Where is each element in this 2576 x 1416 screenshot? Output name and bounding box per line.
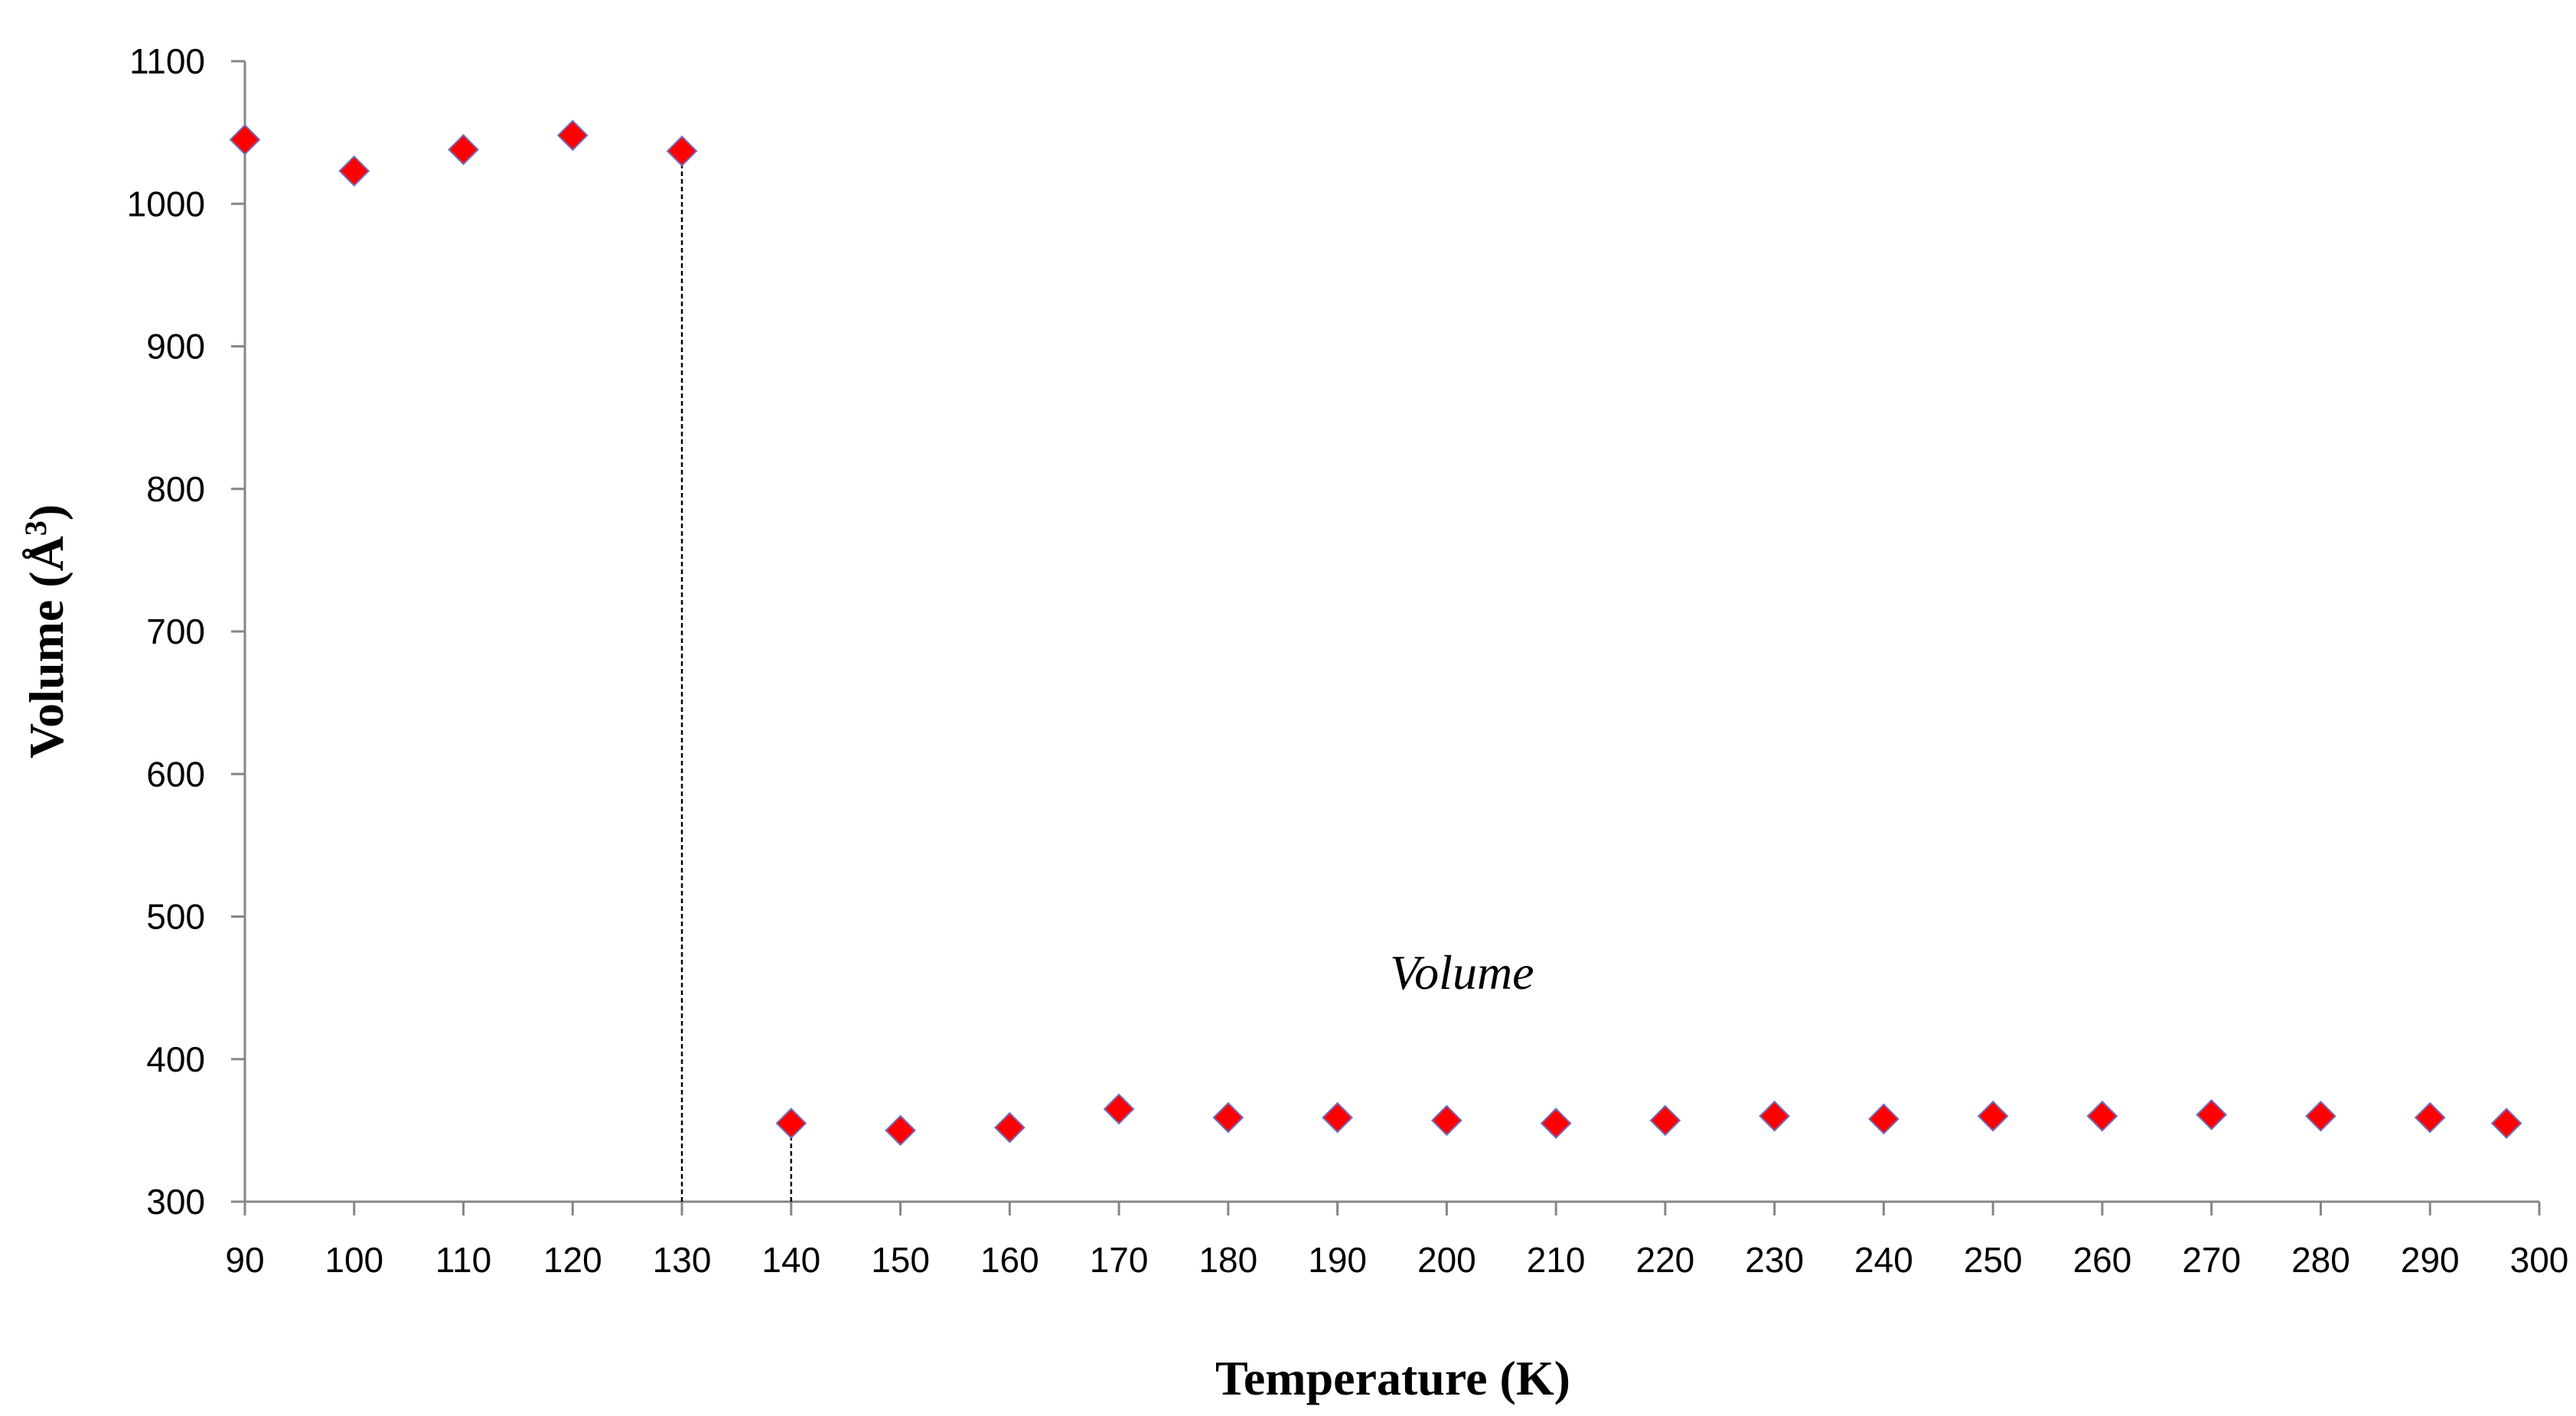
data-point bbox=[1430, 1104, 1462, 1137]
y-tick-label: 500 bbox=[146, 897, 205, 937]
x-tick-label: 90 bbox=[225, 1240, 264, 1280]
x-tick-label: 170 bbox=[1090, 1240, 1149, 1280]
x-tick-label: 120 bbox=[543, 1240, 602, 1280]
y-axis-title-superscript: 3 bbox=[18, 520, 53, 536]
data-point bbox=[1759, 1100, 1791, 1132]
x-tick-label: 100 bbox=[324, 1240, 383, 1280]
data-point bbox=[2086, 1100, 2118, 1132]
data-point bbox=[2490, 1108, 2522, 1139]
x-tick-label: 220 bbox=[1636, 1240, 1695, 1280]
x-axis-title: Temperature (K) bbox=[1215, 1351, 1570, 1405]
data-point bbox=[1977, 1100, 2009, 1132]
data-point bbox=[1212, 1101, 1244, 1134]
x-tick-label: 190 bbox=[1308, 1240, 1367, 1280]
dashed-guide-lines bbox=[680, 151, 793, 1202]
y-axis-title-main: Volume (Å bbox=[19, 536, 73, 759]
x-tick-label: 130 bbox=[653, 1240, 712, 1280]
y-axis-title: Volume (Å3) bbox=[18, 504, 74, 759]
data-point bbox=[1649, 1104, 1681, 1137]
y-tick-label: 300 bbox=[146, 1182, 205, 1222]
x-tick-label: 180 bbox=[1198, 1240, 1257, 1280]
y-tick-label: 400 bbox=[146, 1039, 205, 1079]
x-tick-label: 270 bbox=[2182, 1240, 2241, 1280]
y-tick-label: 900 bbox=[146, 327, 205, 367]
x-tick-label: 260 bbox=[2073, 1240, 2132, 1280]
data-point bbox=[448, 134, 479, 165]
series-annotation: Volume bbox=[1390, 945, 1534, 1000]
x-tick-label: 300 bbox=[2510, 1240, 2569, 1280]
x-tick-label: 230 bbox=[1745, 1240, 1804, 1280]
data-points bbox=[229, 119, 2522, 1147]
x-tick-label: 160 bbox=[980, 1240, 1039, 1280]
x-tick-label: 240 bbox=[1854, 1240, 1913, 1280]
y-tick-label: 800 bbox=[146, 469, 205, 509]
x-tick-label: 210 bbox=[1527, 1240, 1586, 1280]
x-tick-label: 150 bbox=[871, 1240, 930, 1280]
data-point bbox=[1322, 1101, 1354, 1134]
data-point bbox=[229, 124, 261, 155]
data-point bbox=[666, 135, 698, 167]
x-tick-label: 290 bbox=[2401, 1240, 2460, 1280]
x-tick-label: 140 bbox=[761, 1240, 820, 1280]
x-tick-label: 250 bbox=[1964, 1240, 2023, 1280]
data-point bbox=[2414, 1101, 2446, 1134]
data-point bbox=[1540, 1108, 1572, 1139]
y-tick-label: 1000 bbox=[127, 184, 205, 223]
data-point bbox=[775, 1108, 807, 1139]
x-tick-label: 110 bbox=[435, 1240, 491, 1280]
data-point bbox=[1103, 1093, 1135, 1125]
data-point bbox=[338, 155, 370, 187]
data-point bbox=[993, 1111, 1026, 1144]
axes: 300 400 500 600 700 800 900 1000 1100 90 100 110 120… bbox=[127, 41, 2569, 1280]
y-tick-label: 1100 bbox=[129, 41, 205, 81]
x-tick-label: 280 bbox=[2291, 1240, 2350, 1280]
data-point bbox=[556, 119, 589, 152]
y-axis-title-close: ) bbox=[19, 504, 73, 520]
data-point bbox=[885, 1114, 916, 1147]
x-tick-label: 200 bbox=[1417, 1240, 1476, 1280]
data-point bbox=[2196, 1098, 2228, 1131]
y-tick-label: 600 bbox=[146, 754, 205, 794]
data-point bbox=[1868, 1103, 1899, 1135]
data-point bbox=[2305, 1100, 2336, 1132]
y-tick-label: 700 bbox=[146, 612, 205, 651]
